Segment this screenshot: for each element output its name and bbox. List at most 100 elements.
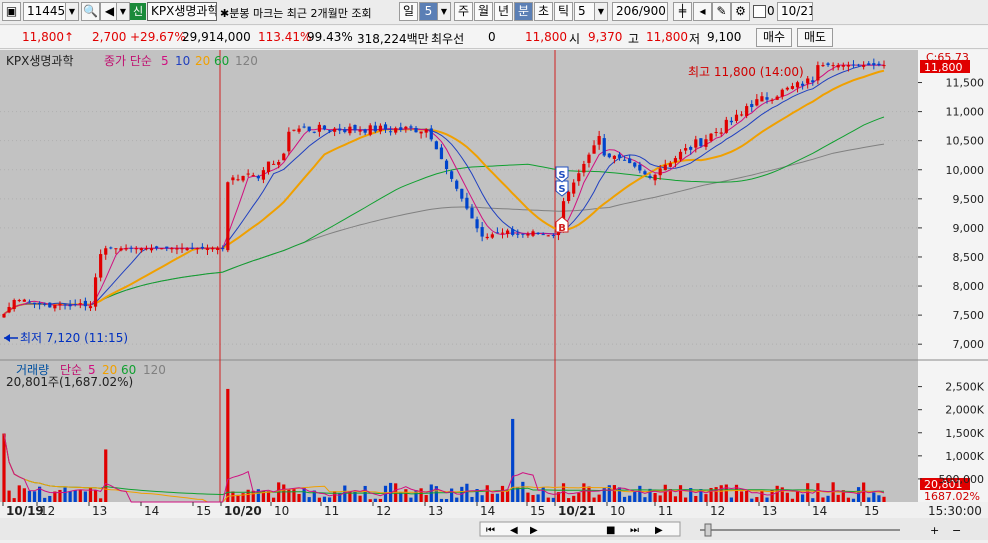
volume-bar [724, 484, 728, 502]
volume-bar [266, 491, 271, 502]
stock-code-input[interactable]: 114450 [23, 2, 71, 21]
candle-body [68, 304, 72, 307]
gear-icon[interactable]: ⚙ [731, 2, 750, 21]
buy-button[interactable]: 매수 [756, 28, 793, 47]
ma-indicator-label: 종가 단순 [104, 54, 152, 68]
candle-body [724, 119, 728, 133]
tab-month[interactable]: 월 [474, 2, 493, 21]
scroll-first-icon[interactable]: ⏮ [486, 525, 495, 536]
candle-body [785, 87, 789, 90]
volume-bar [592, 497, 596, 502]
tab-tick[interactable]: 틱 [554, 2, 573, 21]
volume-bar [638, 485, 642, 502]
period-day-dropdown-chevron-icon[interactable]: ▼ [437, 2, 451, 21]
candle-body [348, 126, 352, 134]
x-tick-label: 14 [144, 504, 159, 518]
scroll-prev-icon[interactable]: ◀ [510, 525, 518, 536]
x-tick-label: 11 [658, 504, 673, 518]
speaker-dropdown-chevron-icon[interactable]: ▼ [116, 2, 130, 21]
volume-bar [73, 490, 77, 502]
candle-body [155, 246, 159, 249]
candle-body [22, 299, 26, 302]
candle-body [185, 248, 189, 251]
candle-body [856, 64, 861, 66]
candle-body [307, 126, 311, 131]
data-count-field[interactable]: 206/900 [612, 2, 668, 21]
date-field[interactable]: 10/21 [777, 2, 813, 21]
chart-svg[interactable]: KPX생명과학 종가 단순 5 10 20 60 120 거래량 단순 5 20… [0, 50, 988, 540]
draw-tool-icon[interactable]: ✎ [712, 2, 731, 21]
volume-pct-tag: 1687.02% [924, 490, 980, 503]
volume-bar [246, 489, 250, 502]
layout-icon[interactable]: ▣ [2, 2, 21, 21]
volume-bar [567, 498, 571, 502]
volume-bar [470, 496, 474, 502]
candle-body [572, 182, 576, 194]
volume-bar [643, 497, 647, 502]
tab-second[interactable]: 초 [534, 2, 553, 21]
change-value: 2,700 [92, 30, 127, 44]
high-marker: 최고 11,800 (14:00) [688, 65, 804, 79]
candle-body [53, 304, 57, 309]
volume-bar [775, 485, 779, 502]
volume-bar [424, 495, 428, 502]
scroll-last-icon[interactable]: ⏭ [630, 525, 639, 536]
zoom-in-icon[interactable]: + [930, 524, 939, 537]
tab-week[interactable]: 주 [454, 2, 473, 21]
search-icon[interactable]: 🔍 [81, 2, 100, 21]
stop-icon[interactable]: ■ [606, 525, 615, 536]
volume-bar [668, 489, 672, 502]
volume-bar [348, 491, 352, 502]
y-tick-label: 10,500 [946, 135, 985, 148]
candle-body [617, 154, 622, 158]
checkbox[interactable] [753, 5, 766, 18]
x-tick-label: 10 [274, 504, 289, 518]
minute-dropdown-chevron-icon[interactable]: ▼ [594, 2, 608, 21]
candle-body [877, 63, 881, 66]
candle-body [526, 234, 530, 236]
volume-bar [714, 487, 718, 502]
scroll-next-icon[interactable]: ▶ [530, 525, 538, 536]
volume-bar [831, 482, 835, 502]
candle-type-icon[interactable]: ╪ [673, 2, 692, 21]
volume-bar [63, 487, 67, 502]
candle-body [862, 65, 866, 67]
candle-body [831, 65, 835, 67]
y-axis: 11,500 11,000 10,500 10,000 9,500 9,000 8,500 8… [918, 77, 985, 486]
shrink-icon[interactable]: ◂ [693, 2, 712, 21]
tab-minute[interactable]: 분 [514, 2, 533, 21]
candle-body [119, 248, 123, 251]
candle-body [388, 131, 393, 133]
sell-button[interactable]: 매도 [797, 28, 834, 47]
scroll-controls[interactable]: ⏮ ◀ ▶ ■ ⏭ ▶ + − [479, 521, 961, 537]
volume-bar [511, 418, 515, 502]
volume-bar [353, 491, 357, 502]
minute-value-input[interactable]: 5 [574, 2, 596, 21]
stock-name-field[interactable]: KPX생명과학 [147, 2, 217, 21]
period-day-button[interactable]: 일 [399, 2, 418, 21]
volume-ma-line-60 [3, 433, 885, 496]
candle-body [429, 128, 433, 140]
candle-body [32, 302, 37, 305]
volume-bar [53, 491, 57, 502]
volume-bar [317, 497, 321, 502]
volume-bar [785, 492, 789, 502]
zoom-slider-handle[interactable] [704, 523, 712, 537]
tab-year[interactable]: 년 [494, 2, 513, 21]
candle-body [699, 138, 703, 147]
candle-body [93, 277, 98, 307]
code-dropdown-chevron-icon[interactable]: ▼ [65, 2, 79, 21]
candle-body [83, 300, 87, 307]
volume-bar [292, 488, 296, 502]
volume-bar [414, 490, 418, 502]
zoom-out-icon[interactable]: − [952, 524, 961, 537]
chart-area[interactable]: KPX생명과학 종가 단순 5 10 20 60 120 거래량 단순 5 20… [0, 50, 988, 540]
candle-body [521, 233, 525, 235]
grid [0, 111, 918, 345]
volume-bar [404, 489, 408, 502]
period-day-value[interactable]: 5 [419, 2, 438, 21]
candle-body [129, 247, 133, 249]
candle-body [638, 164, 642, 171]
play-icon[interactable]: ▶ [655, 525, 663, 536]
y-tick-label: 7,500 [953, 309, 985, 322]
